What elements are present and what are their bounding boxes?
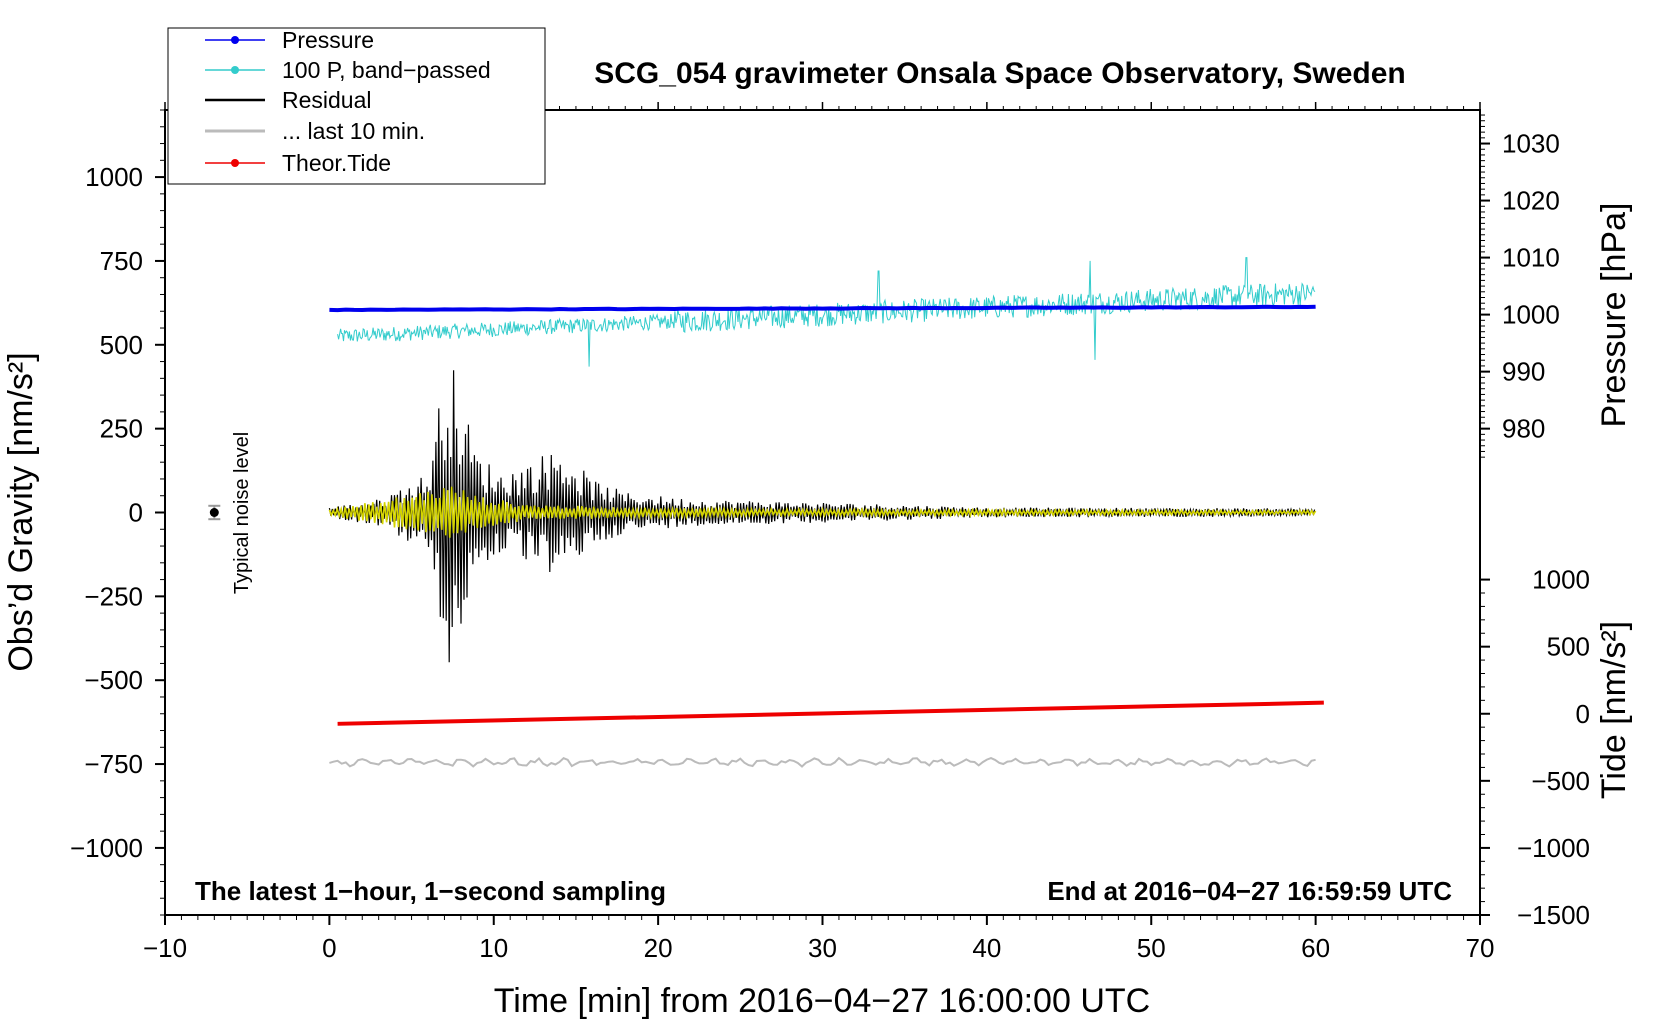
tide-tick-label: −500 — [1531, 766, 1590, 796]
legend-label-residual: Residual — [282, 87, 372, 113]
pressure-tick-label: 1030 — [1502, 129, 1560, 159]
noise-level-label: Typical noise level — [231, 432, 253, 594]
series-last-10-min-line — [329, 756, 1316, 768]
y-tick-label: −1000 — [70, 833, 143, 863]
legend-label-band-passed: 100 P, band−passed — [282, 57, 491, 83]
legend: Pressure 100 P, band−passed Residual ...… — [167, 27, 546, 185]
x-tick-label: 30 — [808, 933, 837, 963]
x-tick-label: 20 — [644, 933, 673, 963]
legend-marker-band-passed — [231, 66, 239, 74]
x-tick-label: 50 — [1137, 933, 1166, 963]
legend-entry-last-10-min: ... last 10 min. — [205, 118, 425, 144]
y-tick-label: 0 — [129, 498, 143, 528]
x-axis-ticks: −10 0 10 20 30 40 50 60 70 — [143, 102, 1495, 963]
x-tick-label: −10 — [143, 933, 187, 963]
y-axis-title-pressure: Pressure [hPa] — [1595, 203, 1633, 428]
tide-tick-label: 1000 — [1532, 565, 1590, 595]
pressure-tick-label: 1010 — [1502, 243, 1560, 273]
x-tick-label: 10 — [479, 933, 508, 963]
tide-tick-label: 0 — [1576, 699, 1590, 729]
legend-entry-pressure: Pressure — [205, 27, 374, 53]
tide-tick-label: −1000 — [1517, 833, 1590, 863]
y-tick-label: 250 — [100, 414, 143, 444]
legend-entry-residual: Residual — [205, 87, 372, 113]
legend-box — [167, 27, 546, 185]
y-tick-label: 500 — [100, 330, 143, 360]
noise-bar-group — [208, 504, 221, 521]
legend-label-theor-tide: Theor.Tide — [282, 150, 391, 176]
chart-title: SCG_054 gravimeter Onsala Space Observat… — [594, 57, 1406, 90]
pressure-tick-label: 1000 — [1502, 300, 1560, 330]
series-theor-tide-line — [337, 700, 1324, 726]
series-band-passed-line — [337, 257, 1316, 367]
y-tick-label: −250 — [84, 581, 143, 611]
legend-marker-theor-tide — [231, 159, 239, 167]
legend-entry-theor-tide: Theor.Tide — [205, 150, 391, 176]
y-tick-label: 1000 — [85, 162, 143, 192]
pressure-tick-label: 990 — [1502, 357, 1545, 387]
y-tick-label: 750 — [100, 246, 143, 276]
pressure-tick-label: 1020 — [1502, 186, 1560, 216]
tide-axis-ticks: 1000 500 0 −500 −1000 −1500 — [1480, 565, 1590, 930]
y-axis-title-left: Obs’d Gravity [nm/s²] — [2, 352, 40, 671]
legend-marker-pressure — [231, 36, 239, 44]
legend-label-last-10-min: ... last 10 min. — [282, 118, 425, 144]
x-tick-label: 70 — [1466, 933, 1495, 963]
tide-tick-label: 500 — [1547, 632, 1590, 662]
legend-entry-band-passed: 100 P, band−passed — [205, 57, 491, 83]
y-axis-title-tide: Tide [nm/s²] — [1595, 621, 1633, 799]
annotation-end-time: End at 2016−04−27 16:59:59 UTC — [1047, 876, 1452, 906]
pressure-axis-ticks: 1030 1020 1010 1000 990 980 — [1480, 114, 1560, 458]
annotation-sampling: The latest 1−hour, 1−second sampling — [195, 876, 666, 906]
x-tick-label: 60 — [1301, 933, 1330, 963]
noise-bar-dot — [209, 508, 219, 517]
y-tick-label: −500 — [84, 665, 143, 695]
y-axis-ticks: 1000 750 500 250 0 −250 −500 −750 −1000 — [70, 109, 165, 916]
x-tick-label: 0 — [322, 933, 336, 963]
tide-tick-label: −1500 — [1517, 900, 1590, 930]
series-residual-line — [328, 370, 1316, 663]
y-tick-label: −750 — [84, 749, 143, 779]
x-axis-title: Time [min] from 2016−04−27 16:00:00 UTC — [494, 982, 1150, 1020]
x-tick-label: 40 — [972, 933, 1001, 963]
pressure-tick-label: 980 — [1502, 414, 1545, 444]
series-pressure-line — [329, 304, 1316, 313]
series-layer — [328, 257, 1324, 768]
legend-label-pressure: Pressure — [282, 27, 374, 53]
series-residual-overlay-line — [328, 486, 1317, 538]
